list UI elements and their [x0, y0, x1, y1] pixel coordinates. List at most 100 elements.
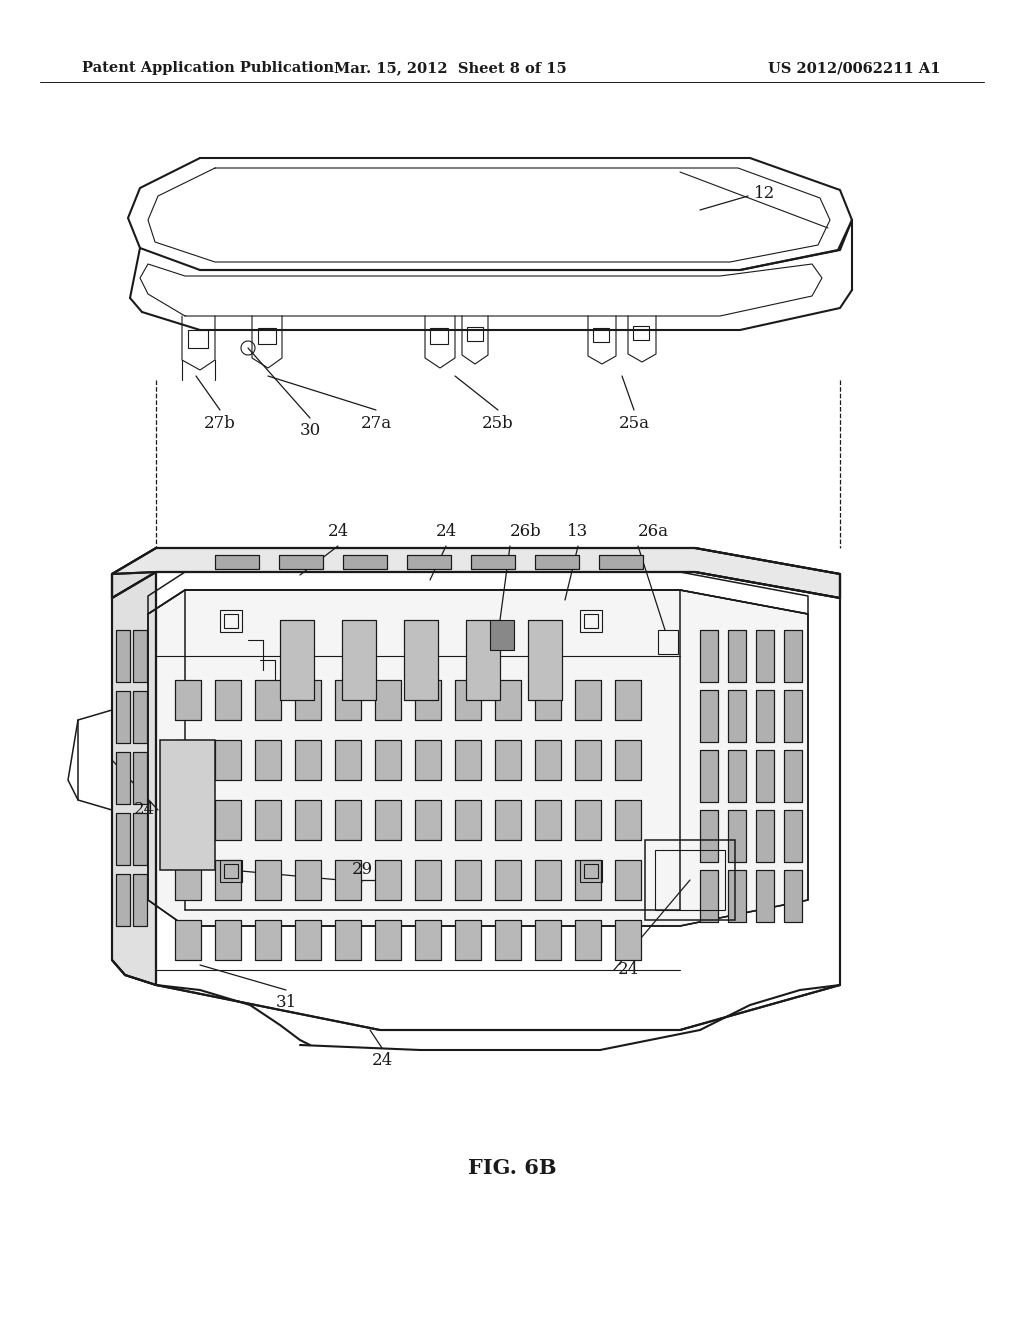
Bar	[215, 920, 241, 960]
Bar	[342, 620, 376, 700]
Bar	[116, 752, 130, 804]
Bar	[415, 800, 441, 840]
Text: 12: 12	[754, 186, 775, 202]
Bar	[375, 800, 401, 840]
Bar	[575, 861, 601, 900]
Bar	[224, 614, 238, 628]
Bar	[335, 861, 361, 900]
Bar	[295, 800, 321, 840]
Bar	[175, 800, 201, 840]
Text: 26a: 26a	[638, 523, 669, 540]
Bar	[175, 741, 201, 780]
Bar	[658, 630, 678, 653]
Bar	[490, 620, 514, 649]
Text: 24: 24	[328, 523, 348, 540]
Bar	[258, 327, 276, 345]
Bar	[756, 750, 774, 803]
Bar	[495, 680, 521, 719]
Bar	[728, 870, 746, 921]
Bar	[215, 680, 241, 719]
Bar	[784, 690, 802, 742]
Bar	[535, 920, 561, 960]
Bar	[535, 741, 561, 780]
Bar	[224, 865, 238, 878]
Bar	[215, 741, 241, 780]
Bar	[528, 620, 562, 700]
Bar	[343, 554, 387, 569]
Bar	[116, 874, 130, 927]
Bar	[455, 800, 481, 840]
Bar	[535, 861, 561, 900]
Bar	[415, 861, 441, 900]
Bar	[728, 810, 746, 862]
Bar	[255, 920, 281, 960]
Bar	[756, 690, 774, 742]
Bar	[295, 680, 321, 719]
Bar	[700, 870, 718, 921]
Bar	[575, 920, 601, 960]
Bar	[575, 800, 601, 840]
Bar	[756, 810, 774, 862]
Bar	[215, 861, 241, 900]
Bar	[728, 690, 746, 742]
Bar	[116, 874, 130, 927]
Bar	[575, 680, 601, 719]
Bar	[575, 920, 601, 960]
Bar	[335, 741, 361, 780]
Bar	[700, 750, 718, 803]
Bar	[255, 680, 281, 719]
Bar	[215, 680, 241, 719]
Bar	[175, 680, 201, 719]
Bar	[466, 620, 500, 700]
Bar	[528, 620, 562, 700]
Bar	[116, 813, 130, 865]
Bar	[455, 741, 481, 780]
Bar	[784, 750, 802, 803]
Bar	[455, 861, 481, 900]
Polygon shape	[112, 548, 840, 598]
Bar	[599, 554, 643, 569]
Bar	[535, 680, 561, 719]
Bar	[133, 874, 147, 927]
Bar	[535, 861, 561, 900]
Bar	[535, 554, 579, 569]
Bar	[415, 741, 441, 780]
Bar	[133, 813, 147, 865]
Bar	[116, 752, 130, 804]
Bar	[404, 620, 438, 700]
Bar	[455, 680, 481, 719]
Bar	[415, 680, 441, 719]
Bar	[175, 741, 201, 780]
Bar	[655, 850, 725, 909]
Bar	[645, 840, 735, 920]
Bar	[495, 741, 521, 780]
Bar	[415, 680, 441, 719]
Bar	[407, 554, 451, 569]
Bar	[116, 630, 130, 682]
Bar	[175, 680, 201, 719]
Bar	[175, 861, 201, 900]
Bar	[215, 861, 241, 900]
Bar	[756, 630, 774, 682]
Bar	[335, 920, 361, 960]
Bar	[455, 920, 481, 960]
Bar	[756, 810, 774, 862]
Bar	[415, 800, 441, 840]
Bar	[375, 920, 401, 960]
Bar	[116, 690, 130, 743]
Bar	[295, 861, 321, 900]
Polygon shape	[148, 590, 808, 927]
Bar	[700, 690, 718, 742]
Text: 24: 24	[134, 801, 155, 818]
Bar	[633, 326, 649, 341]
Bar	[615, 680, 641, 719]
Bar	[430, 327, 449, 345]
Bar	[295, 920, 321, 960]
Text: 24: 24	[372, 1052, 392, 1069]
Bar	[175, 920, 201, 960]
Bar	[280, 620, 314, 700]
Bar	[784, 810, 802, 862]
Text: US 2012/0062211 A1: US 2012/0062211 A1	[768, 61, 940, 75]
Bar	[756, 630, 774, 682]
Bar	[575, 741, 601, 780]
